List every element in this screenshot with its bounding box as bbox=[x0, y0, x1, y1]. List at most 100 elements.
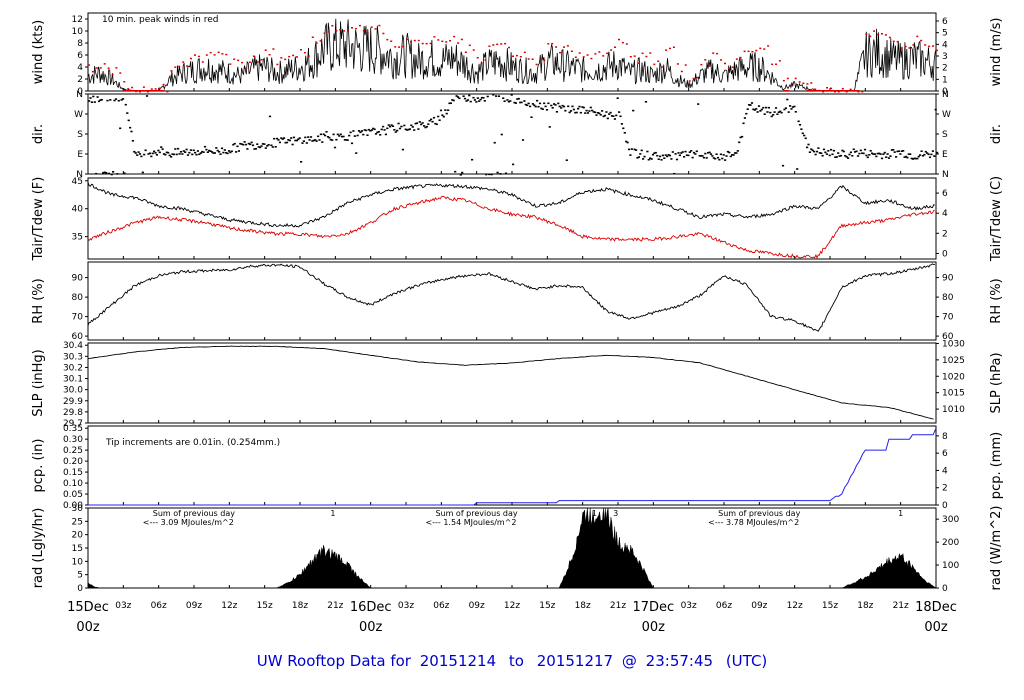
dir-point bbox=[246, 148, 249, 150]
wind-annotation: 10 min. peak winds in red bbox=[102, 15, 219, 25]
left-tick-label: 29.7 bbox=[63, 419, 83, 429]
left-tick-label: 8 bbox=[77, 39, 83, 49]
dir-point bbox=[503, 100, 506, 102]
dir-point bbox=[157, 149, 160, 152]
dir-point bbox=[824, 151, 827, 154]
wind-peak-point bbox=[339, 29, 342, 31]
dir-point bbox=[418, 121, 421, 123]
wind-peak-point bbox=[904, 45, 907, 48]
wind-peak-point bbox=[213, 54, 216, 56]
dir-point bbox=[899, 153, 902, 155]
wind-peak-point bbox=[790, 84, 793, 87]
dir-point bbox=[659, 155, 662, 158]
wind-peak-point bbox=[739, 57, 742, 59]
left-tick-label: 4 bbox=[77, 63, 83, 73]
right-tick-label: N bbox=[942, 170, 949, 180]
dir-point bbox=[581, 106, 584, 108]
dir-point bbox=[783, 108, 786, 111]
dir-point bbox=[714, 157, 717, 160]
right-tick-label: 1015 bbox=[942, 389, 965, 399]
dir-point bbox=[407, 128, 410, 131]
dir-point bbox=[397, 122, 400, 125]
left-tick-label: 0.10 bbox=[63, 479, 83, 489]
dir-point bbox=[863, 148, 867, 151]
dir-point bbox=[787, 111, 790, 113]
right-tick-label: 70 bbox=[942, 313, 954, 323]
dir-point bbox=[553, 103, 556, 105]
dir-point bbox=[557, 102, 560, 105]
dir-point bbox=[298, 137, 301, 139]
dir-point bbox=[773, 111, 776, 113]
dir-point bbox=[184, 151, 187, 153]
dir-point bbox=[360, 130, 363, 132]
wind-peak-point bbox=[912, 44, 915, 46]
dir-point bbox=[667, 154, 670, 156]
left-tick-label: 30.3 bbox=[63, 352, 83, 362]
dir-point bbox=[514, 102, 517, 104]
dir-point bbox=[818, 152, 821, 154]
right-tick-label: 90 bbox=[942, 274, 954, 284]
y-label-right-temp: Tair/Tdew (C) bbox=[989, 176, 1004, 262]
dir-point bbox=[800, 128, 803, 130]
dir-point bbox=[338, 135, 341, 137]
left-tick-label: 40 bbox=[72, 205, 84, 215]
dir-point bbox=[502, 97, 505, 99]
dir-point bbox=[574, 111, 577, 114]
dir-point bbox=[336, 133, 339, 136]
dir-point bbox=[223, 149, 226, 151]
wind-peak-point bbox=[303, 52, 306, 54]
left-tick-label: 0.20 bbox=[63, 457, 83, 467]
dir-point bbox=[356, 134, 359, 137]
left-tick-label: 6 bbox=[77, 51, 83, 61]
dir-point bbox=[95, 172, 98, 175]
panel-temp: 35 40 45 0 2 4 6 Tair/Tdew (F) Tair/Tdew (C) bbox=[31, 176, 1004, 262]
dir-point bbox=[914, 157, 917, 160]
dir-point bbox=[632, 109, 635, 112]
dir-point bbox=[162, 153, 166, 155]
dir-point bbox=[365, 129, 368, 132]
dir-point bbox=[292, 136, 296, 139]
left-tick-label: 15 bbox=[72, 544, 83, 554]
dir-point bbox=[861, 152, 864, 154]
wind-peak-point bbox=[633, 55, 636, 57]
radiation-area bbox=[87, 507, 937, 589]
dir-point bbox=[510, 94, 513, 96]
dir-point bbox=[647, 158, 650, 161]
right-tick-label: 1025 bbox=[942, 356, 965, 366]
dir-point bbox=[660, 159, 663, 161]
dir-point bbox=[333, 146, 337, 149]
right-tick-label: 0 bbox=[942, 87, 948, 97]
y-label-right-rh: RH (%) bbox=[989, 278, 1004, 323]
dir-point bbox=[801, 132, 804, 135]
wind-peak-point bbox=[602, 55, 605, 57]
right-tick-label: S bbox=[942, 130, 948, 140]
wind-peak-point bbox=[849, 88, 852, 91]
wind-peak-point bbox=[268, 54, 271, 56]
dir-point bbox=[862, 152, 865, 155]
dir-point bbox=[253, 148, 256, 150]
dir-point bbox=[555, 111, 558, 113]
dir-point bbox=[625, 140, 628, 143]
footer-start-date: 20151214 bbox=[420, 652, 496, 670]
dir-point bbox=[489, 173, 492, 176]
wind-peak-point bbox=[802, 82, 805, 84]
dir-point bbox=[880, 157, 884, 160]
dir-point bbox=[227, 150, 231, 152]
dir-point bbox=[280, 137, 283, 139]
wind-peak-point bbox=[574, 56, 577, 58]
dir-point bbox=[912, 158, 915, 160]
wind-peak-point bbox=[810, 82, 813, 84]
dir-point bbox=[526, 104, 529, 107]
left-tick-label: 45 bbox=[72, 177, 83, 187]
dir-point bbox=[830, 148, 833, 151]
dir-point bbox=[700, 155, 703, 157]
right-tick-label: 1010 bbox=[942, 405, 965, 415]
dir-point bbox=[478, 100, 481, 102]
dir-point bbox=[620, 123, 623, 125]
dir-point bbox=[770, 115, 773, 118]
dir-point bbox=[712, 157, 715, 159]
dir-point bbox=[195, 153, 198, 156]
dir-point bbox=[681, 151, 684, 153]
wind-peak-point bbox=[826, 87, 828, 89]
wind-peak-point bbox=[194, 54, 196, 56]
